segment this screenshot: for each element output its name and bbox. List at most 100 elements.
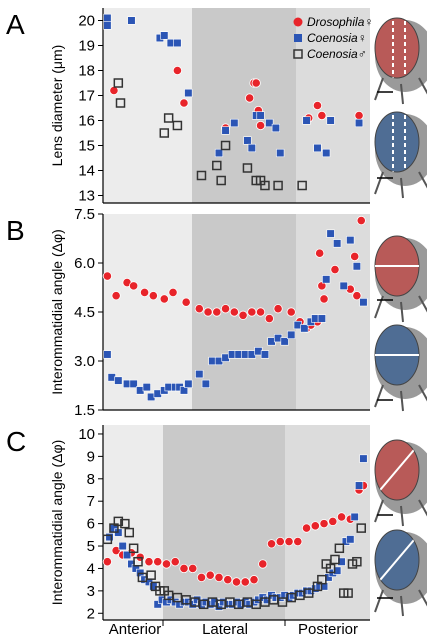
data-point — [324, 573, 333, 582]
data-point — [225, 597, 235, 607]
y-tick-label: 1.5 — [74, 402, 95, 419]
data-point — [317, 574, 327, 585]
y-tick-label: 8 — [87, 471, 95, 488]
x-tick-label-anterior: Anterior — [109, 621, 162, 637]
data-point — [129, 281, 139, 291]
data-point — [103, 350, 112, 359]
data-point — [243, 136, 252, 145]
band-posterior — [296, 214, 370, 410]
data-point — [163, 113, 174, 123]
y-tick-label: 9 — [87, 448, 95, 465]
data-point — [105, 532, 114, 542]
data-point — [114, 376, 123, 385]
data-point — [190, 597, 200, 607]
data-point — [315, 248, 325, 258]
data-point — [238, 310, 248, 320]
y-axis-label: Interommatidial angle (Δφ) — [49, 229, 65, 395]
legend-genus: Coenosia — [307, 31, 358, 45]
data-point — [181, 297, 191, 307]
data-point — [196, 170, 207, 181]
data-point — [255, 307, 266, 317]
data-point — [179, 98, 189, 108]
eye-transect — [375, 443, 419, 497]
data-point — [337, 557, 346, 566]
data-point — [312, 100, 323, 111]
legend-label: Drosophila♀ — [307, 15, 373, 29]
data-point — [346, 535, 355, 544]
data-point — [336, 512, 347, 522]
data-point — [319, 294, 329, 304]
data-point — [205, 570, 215, 580]
data-point — [346, 236, 355, 245]
x-tick-label-lateral: Lateral — [202, 621, 248, 637]
data-point — [275, 536, 285, 547]
data-point — [214, 148, 224, 158]
data-point — [268, 595, 279, 605]
data-point — [276, 148, 285, 158]
compound-eye — [374, 17, 420, 79]
fly-sketch-c-drosophila — [374, 439, 427, 527]
data-point — [120, 518, 130, 529]
data-point — [330, 264, 340, 275]
data-point — [216, 175, 226, 186]
data-point — [220, 140, 231, 151]
panel-letter: B — [6, 215, 25, 246]
data-point — [260, 597, 270, 607]
fly-sketch-b-drosophila — [374, 235, 427, 323]
data-point — [159, 128, 170, 138]
legend-marker — [293, 49, 303, 59]
y-tick-label: 7 — [87, 493, 95, 510]
y-tick-label: 19 — [78, 38, 95, 55]
band-posterior — [296, 8, 370, 203]
panel-b: 1.5 3.0 4.5 6.0 7.5 Interommatidial angle (Δφ… — [6, 206, 370, 419]
data-point — [133, 556, 143, 567]
data-point — [102, 534, 113, 545]
data-point — [263, 595, 272, 604]
y-tick-label: 18 — [78, 63, 95, 80]
data-point — [356, 215, 366, 226]
data-point — [230, 118, 239, 128]
y-tick-label: 14 — [78, 163, 95, 180]
panel-letter: C — [6, 426, 26, 457]
series-coenosia-m — [113, 78, 307, 191]
fly-legs — [374, 171, 427, 199]
data-point — [231, 577, 242, 587]
data-point — [313, 143, 322, 153]
data-point — [113, 516, 124, 527]
data-point — [144, 557, 154, 567]
data-point — [181, 595, 191, 605]
data-point — [168, 287, 178, 297]
data-point — [122, 550, 132, 560]
data-point — [212, 307, 222, 317]
fly-sketch-c-coenosia — [374, 529, 427, 617]
data-point — [319, 519, 329, 529]
data-point — [111, 291, 121, 301]
data-point — [343, 588, 353, 598]
data-point — [139, 287, 150, 297]
band-lateral — [163, 425, 285, 620]
data-point — [102, 271, 112, 281]
y-tick-label: 15 — [78, 138, 95, 155]
data-point — [265, 118, 274, 128]
fly-legs — [374, 589, 427, 617]
data-point — [212, 160, 222, 171]
data-point — [148, 291, 158, 301]
data-point — [333, 239, 342, 248]
eye-transect — [392, 112, 406, 172]
data-point — [301, 523, 312, 533]
series-coenosia-m — [102, 516, 366, 610]
data-point — [352, 262, 361, 271]
data-point — [240, 577, 250, 587]
data-point — [273, 180, 283, 191]
data-point — [142, 383, 151, 392]
data-point — [127, 559, 136, 569]
data-point — [300, 324, 309, 333]
data-point — [137, 572, 148, 583]
data-point — [333, 566, 342, 575]
data-point — [271, 123, 280, 133]
data-point — [229, 307, 239, 317]
data-point — [194, 304, 204, 314]
data-point — [118, 541, 127, 551]
legend-marker — [294, 34, 302, 42]
